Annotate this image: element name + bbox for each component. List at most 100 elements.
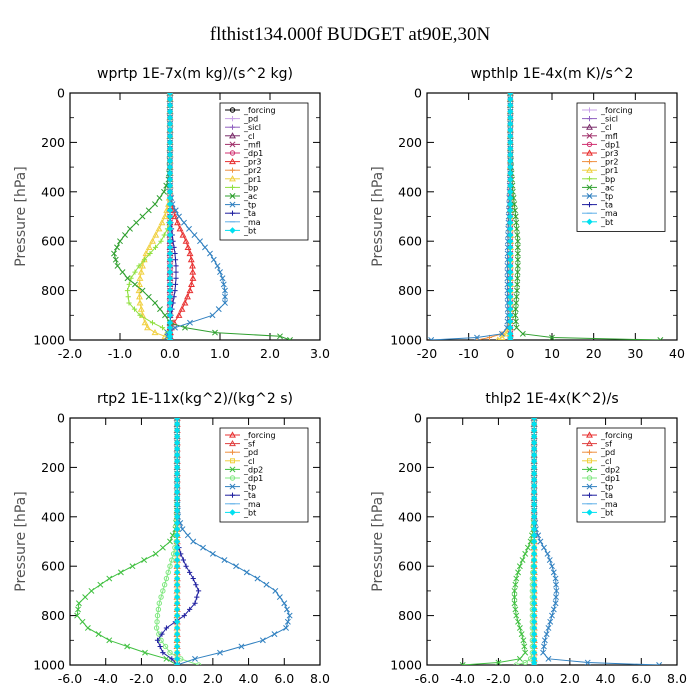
series-point bbox=[507, 244, 514, 251]
legend-label: _forcing bbox=[243, 106, 276, 115]
series-point bbox=[513, 293, 520, 300]
series-point bbox=[166, 305, 174, 313]
legend-label: _bp bbox=[600, 175, 615, 184]
series-point bbox=[507, 324, 514, 331]
series-point bbox=[117, 238, 123, 245]
series-point bbox=[507, 120, 514, 128]
series-point bbox=[512, 581, 519, 588]
series-point bbox=[173, 606, 181, 613]
series-point bbox=[530, 482, 538, 490]
legend-label: _mfl bbox=[243, 140, 261, 149]
series-point bbox=[145, 293, 152, 300]
y-tick-label: 600 bbox=[398, 234, 422, 249]
x-tick-label: 6.0 bbox=[274, 671, 294, 686]
series-point bbox=[190, 538, 197, 545]
x-tick-label: 0.0 bbox=[167, 671, 187, 686]
panel-title: rtp2 1E-11x(kg^2)/(kg^2 s) bbox=[97, 391, 293, 407]
series-point bbox=[173, 624, 181, 632]
x-tick-label: 2.0 bbox=[260, 346, 280, 361]
x-tick-label: 8.0 bbox=[667, 671, 687, 686]
legend-marker bbox=[586, 123, 593, 130]
series-point bbox=[166, 139, 174, 146]
legend-label: _sicl bbox=[243, 123, 261, 132]
series-point bbox=[507, 268, 514, 276]
series-point bbox=[82, 594, 89, 601]
series-point bbox=[531, 418, 538, 421]
series-point bbox=[516, 563, 523, 570]
series-point bbox=[546, 557, 553, 563]
series-point bbox=[189, 274, 197, 281]
legend-label: _pr2 bbox=[600, 158, 618, 167]
panels: wprtp 1E-7x(m kg)/(s^2 kg)02004006008001… bbox=[13, 66, 687, 686]
x-tick-label: 20 bbox=[586, 346, 602, 361]
series-point bbox=[507, 336, 514, 340]
series-point bbox=[512, 306, 519, 313]
series-point bbox=[173, 482, 181, 490]
series-point bbox=[207, 250, 213, 257]
series-point bbox=[189, 268, 197, 275]
series-point bbox=[106, 637, 113, 644]
series-point bbox=[161, 212, 169, 220]
series-point bbox=[459, 662, 466, 665]
series-point bbox=[507, 238, 514, 245]
legend-label: _pr2 bbox=[243, 166, 261, 175]
series-point bbox=[507, 114, 514, 121]
series-point bbox=[530, 525, 538, 533]
legend-label: _tp bbox=[243, 201, 256, 210]
series-point bbox=[514, 281, 521, 288]
series-point bbox=[287, 337, 293, 340]
series-point bbox=[530, 532, 538, 539]
series-point bbox=[173, 661, 181, 665]
x-tick-label: 2.0 bbox=[560, 671, 580, 686]
series-point bbox=[530, 476, 538, 483]
series-point bbox=[141, 319, 149, 326]
legend-marker bbox=[229, 184, 236, 190]
y-tick-label: 200 bbox=[41, 460, 65, 475]
series-point bbox=[145, 243, 153, 250]
y-tick-label: 800 bbox=[41, 608, 65, 623]
series-point bbox=[166, 126, 174, 134]
legend-label: _dp1 bbox=[600, 474, 620, 483]
series-point bbox=[284, 618, 291, 625]
y-tick-label: 200 bbox=[398, 460, 422, 475]
series-point bbox=[507, 318, 514, 325]
series-point bbox=[516, 624, 523, 631]
x-tick-label: 0.0 bbox=[160, 346, 180, 361]
series-point bbox=[166, 102, 174, 109]
series-point bbox=[513, 612, 520, 619]
legend-marker bbox=[229, 466, 236, 473]
y-tick-label: 0 bbox=[414, 86, 422, 101]
series-point bbox=[166, 200, 174, 208]
series-point bbox=[511, 600, 518, 607]
legend-marker bbox=[586, 466, 593, 473]
series-point bbox=[166, 114, 174, 121]
series-point bbox=[152, 550, 159, 557]
series-point bbox=[173, 563, 181, 570]
series-point bbox=[507, 102, 514, 109]
series-point bbox=[263, 581, 270, 588]
series-point bbox=[173, 532, 181, 539]
series-point bbox=[173, 269, 179, 275]
legend-label: _tp bbox=[600, 483, 613, 492]
series-point bbox=[530, 661, 538, 665]
series-point bbox=[281, 600, 288, 607]
series-point bbox=[173, 275, 179, 281]
series-point bbox=[507, 231, 514, 239]
x-tick-label: -2.0 bbox=[58, 346, 82, 361]
series-point bbox=[173, 630, 181, 638]
series-point bbox=[149, 237, 156, 244]
series-point bbox=[530, 519, 538, 527]
series-point bbox=[79, 618, 86, 625]
series-point bbox=[277, 333, 283, 340]
series-line bbox=[76, 418, 178, 665]
series-dp2 bbox=[74, 418, 181, 665]
series-point bbox=[541, 544, 547, 551]
series-point bbox=[514, 232, 521, 238]
series-point bbox=[172, 324, 178, 331]
legend-label: _forcing bbox=[600, 106, 633, 115]
series-point bbox=[163, 655, 170, 662]
series-point bbox=[514, 269, 521, 276]
legend-marker bbox=[229, 210, 236, 216]
series-point bbox=[167, 93, 173, 96]
series-point bbox=[84, 624, 91, 631]
